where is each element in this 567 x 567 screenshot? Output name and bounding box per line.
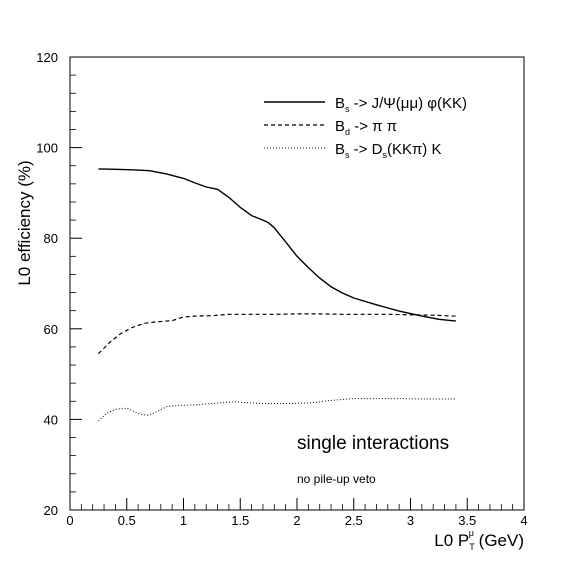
x-tick-label: 0.5 — [118, 513, 136, 528]
x-tick-label: 4 — [520, 513, 527, 528]
x-tick-label: 2.5 — [345, 513, 363, 528]
x-tick-label: 3.5 — [458, 513, 476, 528]
legend-label-2: Bd -> π π — [335, 118, 397, 137]
y-axis-title: L0 efficiency (%) — [15, 160, 34, 285]
x-axis-title: L0 PTμ (GeV) — [434, 528, 524, 552]
x-tick-label: 1 — [180, 513, 187, 528]
x-tick-label: 0 — [66, 513, 73, 528]
x-axis-ticks: 0 0.5 1 1.5 2 2.5 3 3.5 4 — [66, 498, 528, 528]
x-tick-label: 3 — [407, 513, 414, 528]
y-tick-label: 100 — [36, 141, 58, 156]
legend-label-3: Bs -> Ds(KKπ) K — [335, 141, 441, 160]
x-tick-label: 1.5 — [231, 513, 249, 528]
series-layer — [97, 168, 456, 422]
series-line-1 — [98, 168, 456, 322]
legend-label-1: Bs -> J/Ψ(μμ) φ(KK) — [335, 95, 467, 114]
annotation-single-interactions: single interactions — [297, 433, 449, 454]
y-tick-label: 20 — [44, 503, 58, 518]
y-axis-ticks: 20 40 60 80 100 120 — [36, 50, 82, 518]
y-tick-label: 60 — [44, 322, 58, 337]
series-line-2 — [97, 313, 456, 355]
y-tick-label: 40 — [44, 412, 58, 427]
y-tick-label: 120 — [36, 50, 58, 65]
series-line-3 — [98, 398, 456, 422]
y-tick-label: 80 — [44, 231, 58, 246]
annotation-no-pileup-veto: no pile-up veto — [297, 472, 376, 486]
x-tick-label: 2 — [293, 513, 300, 528]
legend: Bs -> J/Ψ(μμ) φ(KK) Bd -> π π Bs -> Ds(K… — [264, 95, 467, 160]
